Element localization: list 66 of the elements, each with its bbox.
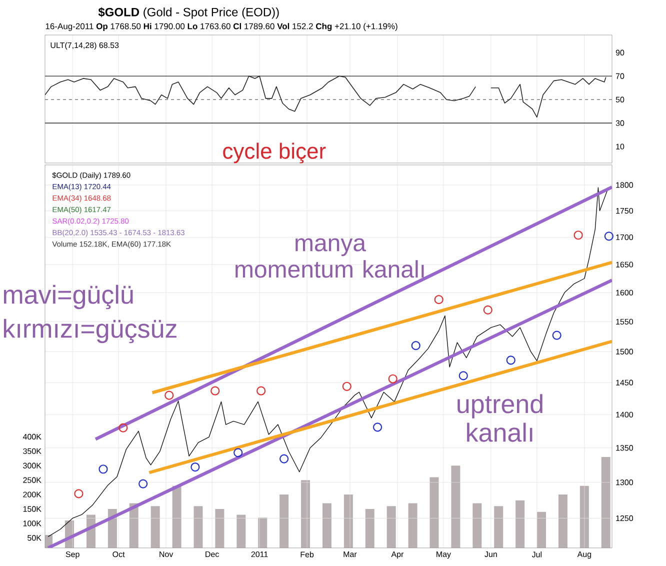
y-tick-label: 1800 <box>616 182 634 188</box>
y-tick-label: 1650 <box>616 262 634 268</box>
x-tick-label: Mar <box>344 551 357 558</box>
point <box>280 454 289 464</box>
annotation: mavi=güçlü <box>4 284 133 310</box>
y-tick-label: 1600 <box>616 290 634 296</box>
y-tick-label: 1400 <box>616 412 634 418</box>
y2-tick-label: 300K <box>23 462 42 468</box>
y2-tick-label: 100K <box>23 520 42 526</box>
x-tick-label: Dec <box>206 551 219 558</box>
point <box>483 305 492 314</box>
x-tick-label: Apr <box>391 551 404 559</box>
point <box>190 462 200 472</box>
x-tick-label: Jul <box>532 551 542 558</box>
y2-tick-label: 250K <box>23 477 42 483</box>
point <box>574 230 583 240</box>
y-tick-label: 1250 <box>616 515 634 522</box>
point <box>372 422 382 432</box>
y2-tick-label: 200K <box>23 492 42 498</box>
y-tick-label: 10 <box>616 144 624 150</box>
y2-tick-label: 400K <box>22 434 42 440</box>
x-tick-label: Feb <box>300 551 314 558</box>
point <box>552 330 562 340</box>
y2-tick-label: 50K <box>28 535 42 541</box>
point <box>458 371 468 380</box>
x-tick-label: May <box>436 551 451 559</box>
point <box>256 386 266 396</box>
annotation: cycle biçer <box>223 142 326 164</box>
point <box>98 464 108 474</box>
x-tick-label: Sep <box>66 551 80 559</box>
x-tick-label: Oct <box>112 551 125 558</box>
x-tick-label: Jun <box>484 551 497 558</box>
text: 16-Aug-2011 Op 1768.50 Hi 1790.00 Lo 1763.60 Cl 1789.60 Vol 152.2 Chg +21.10 (+1.19%) <box>46 23 398 31</box>
point <box>164 390 174 400</box>
point <box>342 382 352 391</box>
annotation: kırmızı=güçsüz <box>4 318 176 344</box>
point <box>388 374 398 384</box>
point <box>604 232 614 241</box>
point <box>411 341 420 350</box>
y-tick-label: 1300 <box>616 480 634 486</box>
y-tick-label: 1500 <box>616 348 634 354</box>
x-tick-label: Aug <box>577 551 592 559</box>
annotation: uptrend kanalı <box>458 394 542 442</box>
y-tick-label: 70 <box>616 73 624 79</box>
chart-title: $GOLD (Gold - Spot Price (EOD)) <box>98 7 279 19</box>
point <box>506 356 516 365</box>
y-tick-label: 90 <box>616 50 624 56</box>
y-tick-label: 1750 <box>616 208 634 214</box>
y-tick-label: 1550 <box>616 318 634 325</box>
point <box>234 448 243 458</box>
annotation: manya momentum kanalı <box>236 238 424 278</box>
y-tick-label: 30 <box>616 120 624 126</box>
y-tick-label: 1350 <box>616 445 634 451</box>
point <box>138 479 148 488</box>
x-tick-label: 2011 <box>251 551 268 558</box>
y2-tick-label: 350K <box>23 448 42 454</box>
point <box>210 386 220 396</box>
y-tick-label: 1450 <box>616 380 634 386</box>
y-tick-label: 1700 <box>616 234 634 240</box>
y2-tick-label: 150K <box>23 506 42 512</box>
point <box>118 423 128 432</box>
annotation: ULT(7,14,28) 68.53 <box>50 42 119 50</box>
point <box>434 295 444 304</box>
y-tick-label: 50 <box>616 96 624 102</box>
point <box>74 489 84 498</box>
x-tick-label: Nov <box>160 551 174 558</box>
